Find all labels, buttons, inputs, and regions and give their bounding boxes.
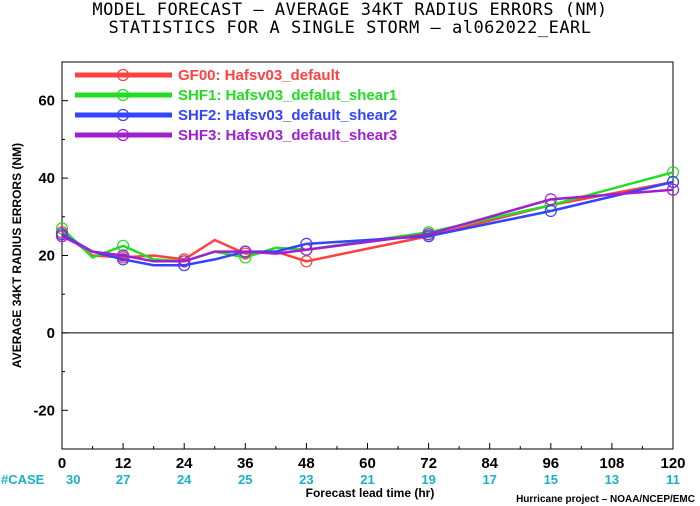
data-point xyxy=(55,230,69,243)
data-point xyxy=(116,239,130,252)
data-point xyxy=(544,204,557,218)
legend-marker xyxy=(116,88,130,102)
case-count: 23 xyxy=(299,472,313,487)
legend-entry: GF00: Hafsv03_default xyxy=(75,67,340,84)
chart-title: MODEL FORECAST – AVERAGE 34KT RADIUS ERR… xyxy=(92,0,608,20)
legend-label: SHF2: Hafsv03_default_shear2 xyxy=(178,107,397,124)
legend-marker xyxy=(116,108,130,122)
case-count: 15 xyxy=(544,472,558,487)
case-count: 13 xyxy=(605,472,619,487)
x-tick-label: 84 xyxy=(481,455,498,472)
case-count: 25 xyxy=(238,472,252,487)
x-tick-label: 48 xyxy=(298,455,315,472)
data-point xyxy=(116,253,130,266)
case-count: 30 xyxy=(66,472,80,487)
case-count: 19 xyxy=(421,472,435,487)
data-point xyxy=(666,183,680,196)
case-count: 17 xyxy=(482,472,496,487)
case-count: 21 xyxy=(360,472,374,487)
data-point xyxy=(666,175,680,189)
y-tick-label: 40 xyxy=(38,170,55,187)
case-count: 24 xyxy=(177,472,192,487)
credit-text: Hurricane project – NOAA/NCEP/EMC xyxy=(516,494,695,505)
legend-entry: SHF2: Hafsv03_default_shear2 xyxy=(75,107,397,124)
case-count: 11 xyxy=(666,472,680,487)
legend-label: SHF3: Hafsv03_default_shear3 xyxy=(178,127,397,144)
legend-entry: SHF3: Hafsv03_default_shear3 xyxy=(75,127,397,144)
data-point xyxy=(422,228,435,241)
x-tick-label: 0 xyxy=(58,455,66,472)
x-tick-label: 96 xyxy=(542,455,559,472)
series-4 xyxy=(55,183,680,268)
data-point xyxy=(544,193,557,206)
y-tick-label: 0 xyxy=(47,325,55,342)
y-tick-label: -20 xyxy=(33,402,55,419)
data-point xyxy=(55,222,69,235)
x-tick-label: 72 xyxy=(420,455,437,472)
x-tick-label: 12 xyxy=(115,455,132,472)
legend-label: SHF1: Hafsv03_defalut_shear1 xyxy=(178,87,397,104)
data-point xyxy=(666,166,680,179)
x-tick-label: 120 xyxy=(660,455,685,472)
legend-marker xyxy=(116,68,130,82)
x-tick-label: 36 xyxy=(237,455,254,472)
series-line xyxy=(61,180,674,267)
x-tick-label: 60 xyxy=(359,455,376,472)
data-point xyxy=(300,255,313,268)
legend-marker xyxy=(116,128,130,142)
data-point xyxy=(178,259,191,272)
case-label: #CASE xyxy=(1,472,45,487)
x-tick-label: 24 xyxy=(176,455,193,472)
series-1 xyxy=(55,175,680,268)
x-axis-label: Forecast lead time (hr) xyxy=(306,486,435,500)
case-count: 27 xyxy=(116,472,130,487)
y-axis-label: AVERAGE 34KT RADIUS ERRORS (NM) xyxy=(10,143,24,368)
legend-entry: SHF1: Hafsv03_defalut_shear1 xyxy=(75,87,397,104)
x-tick-label: 108 xyxy=(599,455,624,472)
data-point xyxy=(300,243,313,256)
legend-label: GF00: Hafsv03_default xyxy=(178,67,340,84)
data-point xyxy=(239,245,252,258)
series-line xyxy=(61,180,674,263)
data-point xyxy=(116,249,130,262)
y-tick-label: 60 xyxy=(38,93,55,110)
data-point xyxy=(178,255,191,268)
y-tick-label: 20 xyxy=(38,248,55,265)
chart-subtitle: STATISTICS FOR A SINGLE STORM – al062022… xyxy=(108,18,592,38)
series-2 xyxy=(55,166,680,268)
